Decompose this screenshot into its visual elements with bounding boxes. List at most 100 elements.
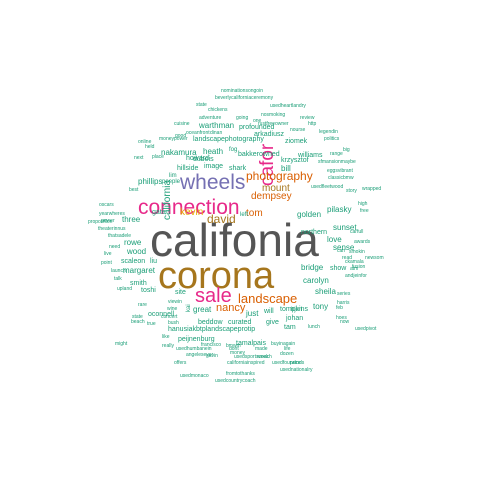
word-38: hanusiakbtplandscapeprotip: [168, 326, 256, 333]
word-53: nakamura: [161, 148, 197, 157]
word-103: andjeinfor: [345, 273, 367, 279]
word-137: usedhumbanein: [176, 346, 212, 352]
word-3: connection: [138, 196, 240, 219]
word-72: beverlycaliforniaceremony: [215, 95, 274, 101]
word-27: show: [330, 265, 347, 272]
word-10: tom: [246, 208, 263, 219]
word-124: live: [104, 251, 112, 257]
word-155: buyinagain: [271, 341, 296, 347]
word-18: pilasky: [327, 205, 352, 214]
word-62: warthman: [199, 121, 235, 130]
word-99: can: [337, 248, 346, 254]
word-90: classicbmw: [328, 175, 354, 181]
word-134: like: [162, 334, 170, 340]
word-128: upland: [117, 286, 133, 292]
word-77: dinan: [210, 130, 223, 136]
word-47: wood: [127, 247, 147, 256]
word-45: toshi: [141, 287, 156, 294]
word-153: life: [284, 346, 291, 352]
word-156: usedfourwinds: [272, 360, 305, 366]
word-75: moneypower: [159, 136, 188, 142]
word-2: wheels: [180, 171, 246, 194]
word-132: true: [147, 321, 156, 327]
word-16: bill: [281, 164, 291, 173]
word-152: bmwm: [226, 343, 241, 349]
word-17: krzysztof: [281, 157, 309, 164]
word-150: money: [230, 350, 246, 356]
word-138: angelesever: [186, 352, 214, 358]
word-110: range: [330, 151, 343, 157]
word-24: carolyn: [303, 276, 329, 285]
word-85: http: [308, 121, 317, 127]
word-91: story: [346, 188, 357, 194]
word-162: wine: [167, 306, 178, 312]
word-86: politics: [324, 136, 340, 142]
word-146: usedsportscoach: [234, 354, 272, 360]
word-129: state: [132, 314, 143, 320]
word-15: golden: [297, 210, 322, 219]
word-39: peijnenburg: [178, 336, 215, 343]
word-32: tam: [284, 324, 296, 331]
word-133: bush: [168, 320, 179, 326]
word-145: usednationalry: [280, 367, 313, 373]
word-70: chickens: [208, 107, 228, 113]
word-104: fusion: [352, 264, 366, 270]
word-108: usedpivot: [355, 326, 377, 332]
word-12: dempsey: [251, 191, 292, 202]
word-102: atm: [350, 266, 359, 272]
word-100: smokin: [349, 249, 365, 255]
word-157: price: [290, 360, 301, 366]
word-161: now: [340, 319, 350, 325]
word-89: eggsvibrant: [327, 168, 353, 174]
word-71: state: [196, 102, 207, 108]
word-81: one: [253, 118, 262, 124]
word-69: adventure: [199, 115, 222, 121]
word-117: oscars: [99, 202, 114, 208]
word-40: tamalpais: [236, 340, 266, 347]
word-112: good: [175, 133, 187, 139]
word-44: smith: [130, 280, 147, 287]
word-54: howard: [186, 155, 209, 162]
word-41: oconnell: [148, 311, 175, 318]
word-64: profounded: [239, 124, 275, 131]
word-87: big: [343, 147, 350, 153]
word-76: oceanfront: [186, 130, 210, 136]
word-125: point: [101, 260, 112, 266]
word-46: rowe: [124, 238, 142, 247]
word-8: kevin: [180, 207, 204, 218]
word-98: newsom: [365, 255, 384, 261]
word-159: lunch: [308, 324, 320, 330]
word-42: site: [175, 289, 186, 296]
word-63: landscapephotography: [193, 136, 264, 143]
word-58: image: [204, 163, 224, 170]
word-23: bridge: [301, 263, 324, 272]
word-136: might: [115, 341, 128, 347]
word-96: carfull: [350, 229, 364, 235]
word-37: curated: [228, 319, 252, 326]
word-21: sense: [333, 243, 355, 252]
word-166: left: [240, 212, 249, 218]
word-29: johan: [286, 315, 304, 322]
word-43: margaret: [123, 266, 156, 275]
word-30: hjerl: [291, 307, 303, 313]
word-66: fog: [229, 147, 238, 153]
word-61: williams: [298, 152, 323, 159]
word-19: sunset: [333, 223, 357, 232]
word-114: next: [134, 155, 144, 161]
word-34: will: [264, 308, 274, 315]
word-95: awards: [354, 239, 371, 245]
word-154: dozen: [280, 351, 294, 357]
word-20: love: [327, 235, 342, 244]
word-106: harris: [337, 300, 350, 306]
word-50: three: [122, 215, 141, 224]
word-111: online: [138, 139, 152, 145]
word-0: califonia: [150, 214, 319, 266]
word-35: great: [193, 305, 212, 314]
word-73: nominationsongoin: [221, 88, 263, 94]
word-164: peeple: [162, 179, 181, 185]
word-49: liu: [150, 258, 158, 265]
word-101: ckamala: [345, 259, 364, 265]
word-88: sfmansionmaybe: [318, 159, 356, 165]
word-147: week: [257, 354, 269, 360]
